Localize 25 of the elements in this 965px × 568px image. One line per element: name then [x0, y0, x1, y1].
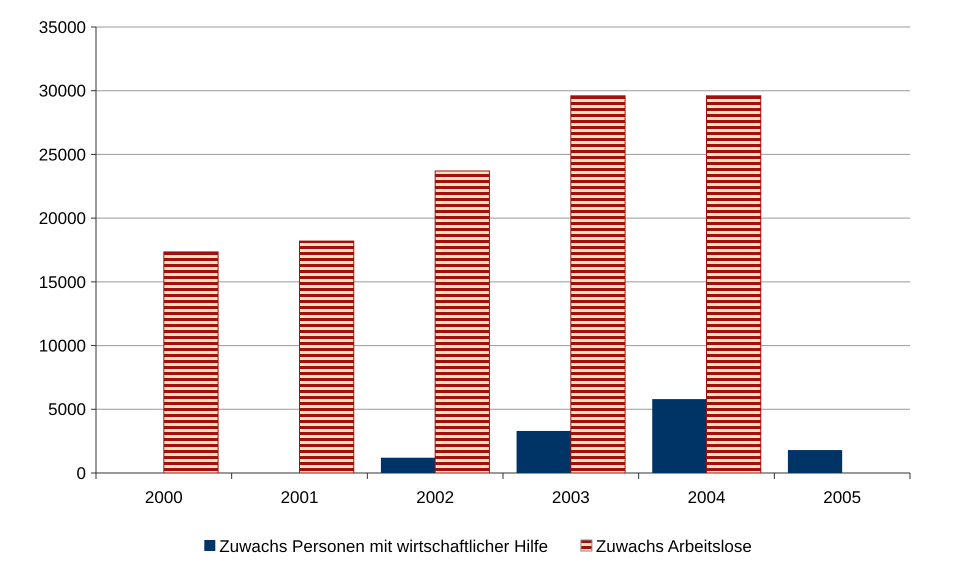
- y-tick-label: 15000: [38, 272, 86, 292]
- x-tick-label: 2004: [688, 488, 726, 507]
- bar: [299, 240, 354, 474]
- bar: [652, 399, 706, 473]
- y-tick-label: 35000: [38, 18, 86, 37]
- bar: [380, 458, 436, 473]
- y-tick-label: 25000: [38, 145, 86, 164]
- bar: [434, 170, 490, 474]
- x-tick-label: 2003: [552, 488, 590, 507]
- bar: [570, 95, 626, 474]
- legend-label: Zuwachs Arbeitslose: [596, 536, 752, 556]
- bar: [163, 251, 219, 474]
- y-tick-label: 0: [76, 464, 86, 483]
- bar: [516, 430, 571, 473]
- y-tick-label: 20000: [38, 209, 86, 228]
- x-tick-label: 2001: [280, 488, 318, 507]
- x-tick-label: 2000: [144, 488, 183, 507]
- x-tick-label: 2002: [416, 488, 454, 507]
- x-tick-label: 2005: [823, 488, 862, 507]
- y-tick-label: 30000: [38, 82, 86, 101]
- legend-label: Zuwachs Personen mit wirtschaftlicher Hilfe: [219, 536, 548, 556]
- bar: [788, 450, 842, 473]
- y-tick-label: 5000: [48, 400, 86, 420]
- y-tick-label: 10000: [38, 336, 86, 356]
- bar: [706, 95, 762, 474]
